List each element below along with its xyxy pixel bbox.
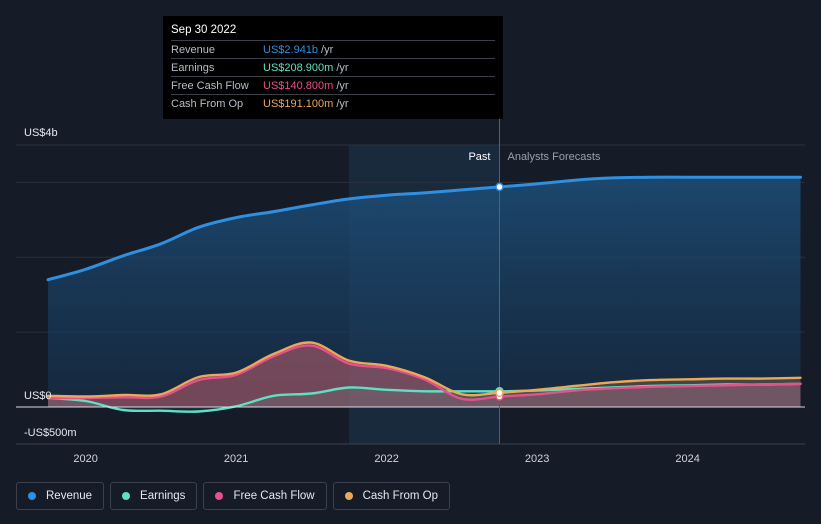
tooltip-row-free-cash-flow: Free Cash Flow US$140.800m /yr	[171, 76, 495, 94]
series-areas	[48, 177, 801, 412]
tooltip-date: Sep 30 2022	[171, 24, 237, 36]
tooltip-unit: /yr	[336, 61, 349, 74]
legend: Revenue Earnings Free Cash Flow Cash Fro…	[16, 482, 451, 510]
tooltip-label: Earnings	[171, 61, 215, 74]
tooltip-unit: /yr	[321, 43, 334, 56]
y-axis-labels: US$4b US$0 -US$500m	[24, 127, 77, 439]
tooltip-row-cash-from-op: Cash From Op US$191.100m /yr	[171, 94, 495, 112]
tooltip-label: Revenue	[171, 43, 216, 56]
revenue-line	[46, 175, 802, 282]
cash-from-op-area	[48, 342, 801, 407]
earnings-area	[48, 383, 801, 412]
x-tick-label: 2020	[73, 453, 97, 465]
x-tick-label: 2024	[675, 453, 699, 465]
y-tick-label: -US$500m	[24, 427, 77, 439]
tooltip: Sep 30 2022 Revenue US$2.941b /yr Earnin…	[163, 16, 503, 119]
legend-item-earnings[interactable]: Earnings	[110, 482, 198, 510]
y-tick-label: US$4b	[24, 127, 58, 139]
tooltip-unit: /yr	[336, 79, 349, 92]
legend-item-revenue[interactable]: Revenue	[16, 482, 105, 510]
legend-item-free-cash-flow[interactable]: Free Cash Flow	[203, 482, 327, 510]
tooltip-value: US$191.100m	[263, 97, 334, 110]
tooltip-value: US$208.900m	[263, 61, 334, 74]
tooltip-row-revenue: Revenue US$2.941b /yr	[171, 40, 495, 58]
tooltip-value: US$2.941b	[263, 43, 319, 56]
x-axis-labels: 2020 2021 2022 2023 2024	[73, 453, 699, 465]
tooltip-value: US$140.800m	[263, 79, 334, 92]
cash-from-op-line	[46, 341, 802, 398]
tooltip-unit: /yr	[336, 97, 349, 110]
legend-label: Cash From Op	[362, 490, 439, 502]
cash-from-op-dot-icon	[344, 492, 353, 500]
legend-label: Earnings	[140, 490, 186, 502]
y-tick-label: US$0	[24, 390, 52, 402]
free-cash-flow-area	[48, 345, 801, 407]
cash-from-op-marker	[495, 388, 504, 398]
revenue-area	[48, 177, 801, 407]
x-tick-label: 2023	[525, 453, 549, 465]
legend-item-cash-from-op[interactable]: Cash From Op	[332, 482, 451, 510]
current-markers	[495, 182, 504, 401]
tooltip-label: Cash From Op	[171, 97, 244, 110]
revenue-dot-icon	[28, 492, 36, 500]
tooltip-row-earnings: Earnings US$208.900m /yr	[171, 58, 495, 76]
legend-label: Free Cash Flow	[233, 490, 315, 502]
tooltip-label: Free Cash Flow	[171, 79, 249, 92]
free-cash-flow-dot-icon	[215, 492, 224, 500]
earnings-dot-icon	[122, 492, 131, 500]
free-cash-flow-line	[46, 344, 802, 401]
forecast-label: Analysts Forecasts	[507, 151, 600, 163]
x-tick-label: 2021	[224, 453, 248, 465]
revenue-marker	[495, 182, 504, 192]
past-label: Past	[468, 151, 490, 163]
legend-label: Revenue	[46, 490, 93, 502]
series-lines	[46, 175, 802, 413]
x-tick-label: 2022	[374, 453, 398, 465]
